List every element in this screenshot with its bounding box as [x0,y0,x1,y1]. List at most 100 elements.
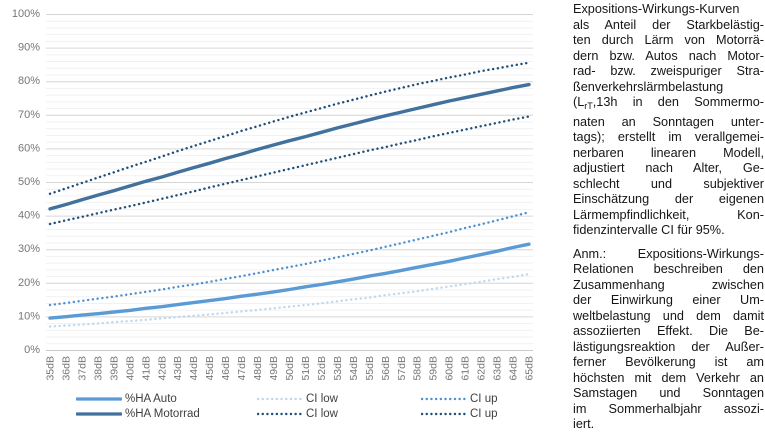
caption-line: als Anteil der Starkbelästig- [573,17,764,32]
y-axis-labels: 0% 10% 20% 30% 40% 50% 60% 70% 80% 90% 100% [12,8,40,356]
x-axis-label: 49dB [268,356,280,381]
caption-line: Anm.: Expositions-Wirkungs- [573,246,764,261]
caption-line: assoziierten Effekt. Die Be- [573,324,764,338]
y-axis-label: 90% [18,42,40,54]
caption-panel: Expositions-Wirkungs-Kurven als Anteil de… [573,2,764,432]
x-axis-label: 48dB [252,356,264,381]
x-axis-label: 61dB [460,356,472,381]
legend-item-series-1-ci-low: CI low [257,391,421,406]
legend-label: CI up [470,407,498,420]
caption-line: Einschätzung der eigenen [573,192,764,206]
legend-key-series-3-ha-motorrad-icon [76,411,122,416]
y-axis-label: 100% [12,8,40,20]
caption-line: Zusammenhang zwischen [573,277,764,292]
caption-line: (LrT,13h in den Sommermo- [573,95,764,111]
x-axis-labels: 35dB 36dB 37dB 38dB 39dB 40dB 41dB 42dB 43dB 44dB… [45,356,536,381]
caption-line: weltbelastung und dem damit [573,308,764,323]
exposure-response-chart: 0% 10% 20% 30% 40% 50% 60% 70% 80% 90% 100% 35dB 36d… [12,8,536,381]
x-axis-label: 38dB [92,356,104,381]
x-axis-label: 43dB [172,356,184,381]
x-axis-label: 46dB [220,356,232,381]
caption-line: Lärmempfindlichkeit, Kon- [573,207,764,222]
legend-key-series-4-ci-low-icon [257,412,303,415]
y-axis-label: 40% [18,210,40,222]
x-axis-label: 59dB [428,356,440,381]
legend-label: %HA Motorrad [125,407,200,420]
legend-item-series-0-ha-auto: %HA Auto [76,391,257,406]
y-axis-label: 50% [18,176,40,188]
caption-line: iert. [573,417,595,431]
legend-key-series-0-ha-auto-icon [76,396,122,401]
caption-line: dern bzw. Autos nach Motor- [573,48,764,63]
x-axis-label: 41dB [140,356,152,381]
x-axis-label: 63dB [492,356,504,381]
x-axis-label: 62dB [476,356,488,381]
x-axis-label: 35dB [45,356,57,381]
x-axis-label: 56dB [380,356,392,381]
x-axis-label: 40dB [124,356,136,381]
x-axis-label: 42dB [156,356,168,381]
y-axis-label: 10% [18,310,40,322]
caption-line: höchsten mit dem Verkehr an [573,370,764,385]
y-axis-label: 20% [18,277,40,289]
legend-item-series-4-ci-low: CI low [257,406,421,421]
x-axis-label: 45dB [204,356,216,381]
x-axis-label: 36dB [60,356,72,381]
x-axis-label: 65dB [524,356,536,381]
x-axis-label: 55dB [364,356,376,381]
legend-key-series-1-ci-low-icon [257,397,303,400]
x-axis-label: 58dB [412,356,424,381]
legend-item-series-5-ci-up: CI up [421,406,541,421]
caption-line: ßenverkehrslärmbelastung [573,79,724,94]
series-line-series-0-ha-auto [48,242,531,320]
caption-line: tags); erstellt im verallgemei- [573,130,764,144]
legend-key-series-5-ci-up-icon [421,412,467,415]
legend-label: CI low [306,407,338,420]
x-axis-label: 37dB [76,356,88,381]
x-axis-label: 47dB [236,356,248,381]
x-axis-label: 54dB [348,356,360,381]
y-axis-label: 0% [24,344,40,356]
series-line-series-3-ha-motorrad [48,82,531,211]
x-axis-label: 60dB [444,356,456,381]
legend-label: CI up [470,392,498,405]
caption-line: Relationen beschreiben den [573,262,764,276]
x-axis-label: 50dB [284,356,296,381]
caption-line: der Einwirkung einer Um- [573,293,764,307]
series-line-series-1-ci-low [48,272,531,328]
caption-line: nerbaren linearen Modell, [573,145,764,160]
series-line-series-4-ci-low [48,115,531,226]
series-lines [48,61,531,328]
caption-paragraph-2: Anm.: Expositions-Wirkungs- Relationen be… [573,247,764,432]
legend-label: %HA Auto [125,392,177,405]
x-axis-label: 57dB [396,356,408,381]
legend-item-series-3-ha-motorrad: %HA Motorrad [76,406,257,421]
x-axis-label: 39dB [108,356,120,381]
x-axis-label: 44dB [188,356,200,381]
caption-line: ferner Bevölkerung ist am [573,355,764,369]
series-line-series-2-ci-up [48,210,531,307]
y-axis-label: 80% [18,75,40,87]
caption-paragraph-1: Expositions-Wirkungs-Kurven als Anteil de… [573,2,764,239]
x-axis-label: 53dB [332,356,344,381]
caption-line: lästigungsreaktion der Außer- [573,339,764,354]
caption-line: im Sommerhalbjahr assozi- [573,401,764,416]
caption-line: Expositions-Wirkungs-Kurven [573,2,740,16]
x-axis-label: 64dB [508,356,520,381]
chart-legend: %HA Auto CI low CI up %HA Motorrad CI low CI … [76,391,541,421]
x-axis-label: 51dB [300,356,312,381]
caption-line: rad- bzw. zweispuriger Stra- [573,64,764,78]
legend-key-series-2-ci-up-icon [421,397,467,400]
caption-line: ten durch Lärm von Motorrä- [573,33,764,47]
y-axis-label: 30% [18,243,40,255]
caption-line: naten an Sonntagen unter- [573,114,764,129]
y-axis-label: 60% [18,142,40,154]
legend-item-series-2-ci-up: CI up [421,391,541,406]
caption-line: fidenzintervalle CI für 95%. [573,223,725,237]
caption-line: adjustiert nach Alter, Ge- [573,161,764,175]
caption-line: Samstagen und Sonntagen [573,386,764,400]
legend-label: CI low [306,392,338,405]
y-axis-label: 70% [18,109,40,121]
gridlines-major [46,14,533,351]
